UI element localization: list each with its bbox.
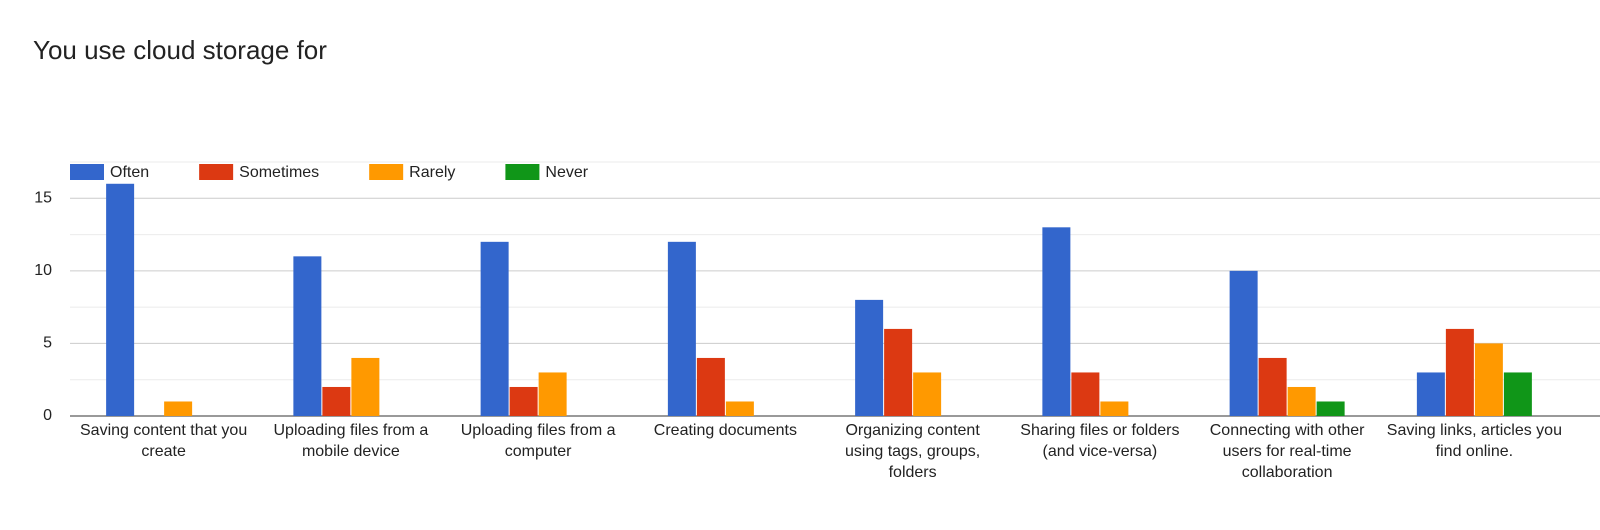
x-tick-label: Sharing files or folders (and vice-versa… bbox=[1020, 422, 1180, 460]
bar bbox=[696, 357, 725, 416]
bar bbox=[164, 401, 193, 416]
bar bbox=[1071, 372, 1100, 416]
bar bbox=[293, 256, 322, 416]
x-tick-label: Saving links, articles you find online. bbox=[1386, 422, 1562, 460]
y-tick-label: 0 bbox=[43, 407, 52, 424]
bar bbox=[884, 328, 913, 416]
x-tick-label: Saving content that you create bbox=[80, 422, 248, 460]
bar bbox=[855, 299, 884, 416]
y-tick-label: 5 bbox=[43, 335, 52, 352]
legend-label: Rarely bbox=[409, 164, 455, 181]
legend-swatch bbox=[199, 164, 234, 180]
bar bbox=[1445, 328, 1474, 416]
legend-label: Sometimes bbox=[239, 164, 319, 181]
chart-title: You use cloud storage for bbox=[33, 35, 327, 65]
x-tick-label: Connecting with other users for real-tim… bbox=[1209, 422, 1365, 481]
bar bbox=[1042, 227, 1071, 416]
bar bbox=[1503, 372, 1532, 416]
legend-swatch bbox=[369, 164, 404, 180]
x-tick-label: Uploading files from a computer bbox=[460, 422, 616, 460]
y-tick-label: 10 bbox=[34, 262, 52, 279]
x-tick-label: Organizing content using tags, groups, f… bbox=[845, 422, 981, 481]
legend-label: Never bbox=[545, 164, 588, 181]
bar bbox=[1316, 401, 1345, 416]
legend-swatch bbox=[505, 164, 540, 180]
bar bbox=[538, 372, 567, 416]
bar bbox=[1287, 386, 1316, 416]
bar bbox=[322, 386, 351, 416]
bar bbox=[1229, 270, 1258, 416]
bar bbox=[509, 386, 538, 416]
bar bbox=[913, 372, 942, 416]
bar bbox=[1416, 372, 1445, 416]
bar bbox=[1474, 343, 1503, 416]
legend-label: Often bbox=[110, 164, 149, 181]
bar bbox=[480, 241, 509, 416]
bar bbox=[725, 401, 754, 416]
y-tick-label: 15 bbox=[34, 190, 52, 207]
x-tick-label: Creating documents bbox=[653, 422, 797, 439]
bar bbox=[351, 357, 380, 416]
bar bbox=[106, 183, 135, 416]
bar bbox=[1100, 401, 1129, 416]
bar bbox=[667, 241, 696, 416]
legend-swatch bbox=[70, 164, 104, 180]
x-tick-label: Uploading files from a mobile device bbox=[273, 422, 429, 460]
bar bbox=[1258, 357, 1287, 416]
